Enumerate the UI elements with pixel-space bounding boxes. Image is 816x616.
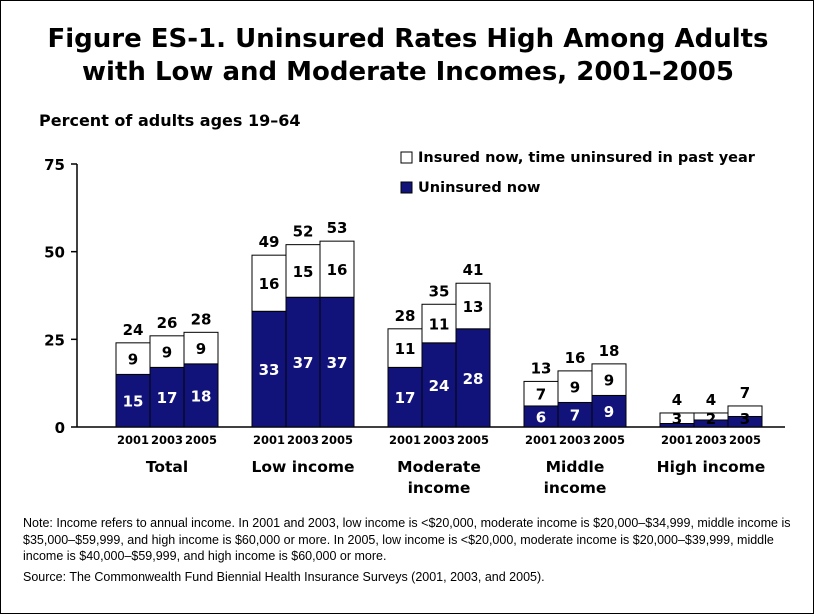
bar-uninsured bbox=[455, 328, 491, 428]
footnotes: Note: Income refers to annual income. In… bbox=[23, 515, 803, 585]
data-label-total: 24 bbox=[123, 321, 144, 339]
chart-title-line-1: Figure ES-1. Uninsured Rates High Among … bbox=[47, 24, 769, 54]
data-label-total: 18 bbox=[599, 342, 620, 360]
data-label-uninsured: 28 bbox=[463, 370, 484, 388]
bar-insured-past-year bbox=[319, 240, 355, 298]
data-label-total: 49 bbox=[259, 233, 280, 251]
data-label-insured: 9 bbox=[162, 344, 172, 362]
data-label-uninsured: 33 bbox=[259, 361, 280, 379]
x-tick-label-year: 2003 bbox=[287, 433, 319, 447]
data-label-insured: 9 bbox=[128, 351, 138, 369]
x-tick-label-year: 2005 bbox=[321, 433, 353, 447]
bar-uninsured bbox=[591, 394, 627, 428]
data-label-total: 35 bbox=[429, 282, 450, 300]
data-label-total: 41 bbox=[463, 261, 484, 279]
x-tick-label-year: 2001 bbox=[253, 433, 285, 447]
data-label-uninsured: 6 bbox=[536, 408, 546, 426]
data-label-total: 26 bbox=[157, 314, 178, 332]
data-label-insured: 7 bbox=[536, 386, 546, 404]
legend-label-uninsured: Uninsured now bbox=[418, 180, 540, 196]
x-tick-label-year: 2003 bbox=[559, 433, 591, 447]
data-label-total: 28 bbox=[395, 307, 416, 325]
bar-insured-past-year bbox=[557, 370, 593, 403]
y-tick-label: 0 bbox=[55, 419, 65, 437]
x-tick-label-year: 2003 bbox=[423, 433, 455, 447]
data-label-uninsured: 18 bbox=[191, 387, 212, 405]
x-category-label: income bbox=[408, 479, 471, 497]
data-label-total: 16 bbox=[565, 349, 586, 367]
legend-swatch-uninsured bbox=[400, 181, 413, 194]
bar-uninsured bbox=[421, 342, 457, 428]
x-category-label: income bbox=[544, 479, 607, 497]
data-label-uninsured: 37 bbox=[293, 354, 314, 372]
x-category-label: Middle bbox=[546, 458, 605, 476]
source-text: Source: The Commonwealth Fund Biennial H… bbox=[23, 569, 545, 584]
y-axis-label: Percent of adults ages 19–64 bbox=[39, 111, 301, 130]
data-label-uninsured: 15 bbox=[123, 393, 144, 411]
note-text: Note: Income refers to annual income. In… bbox=[23, 516, 791, 563]
data-label-insured: 15 bbox=[293, 263, 314, 281]
bar-insured-past-year bbox=[183, 331, 219, 365]
bar-uninsured bbox=[251, 310, 287, 428]
data-label-uninsured: 17 bbox=[157, 389, 178, 407]
data-label-uninsured: 17 bbox=[395, 389, 416, 407]
bar-insured-past-year bbox=[591, 363, 627, 396]
y-tick-label: 50 bbox=[44, 244, 65, 262]
x-tick-label-year: 2001 bbox=[389, 433, 421, 447]
x-category-label: Total bbox=[146, 458, 188, 476]
bar-uninsured bbox=[319, 296, 355, 428]
data-label-insured: 2 bbox=[706, 410, 716, 428]
x-tick-label-year: 2001 bbox=[525, 433, 557, 447]
bar-uninsured bbox=[183, 363, 219, 428]
x-category-label: Moderate bbox=[397, 458, 481, 476]
stacked-bar-chart: 0 25 50 75 Insured now, time uninsured in pa… bbox=[44, 150, 785, 497]
bar-uninsured bbox=[387, 366, 423, 428]
data-label-uninsured: 9 bbox=[604, 403, 614, 421]
data-label-insured: 16 bbox=[327, 261, 348, 279]
legend-swatch-insured bbox=[400, 151, 413, 164]
data-label-total: 13 bbox=[531, 359, 552, 377]
x-tick-label-year: 2005 bbox=[457, 433, 489, 447]
x-category-label: High income bbox=[657, 458, 766, 476]
x-tick-label-year: 2005 bbox=[185, 433, 217, 447]
bar-insured-past-year bbox=[421, 303, 457, 344]
bar-insured-past-year bbox=[455, 282, 491, 330]
chart-title-line-2: with Low and Moderate Incomes, 2001–2005 bbox=[82, 57, 734, 87]
data-label-insured: 9 bbox=[570, 379, 580, 397]
y-tick-label: 75 bbox=[44, 156, 65, 174]
x-tick-label-year: 2003 bbox=[695, 433, 727, 447]
chart-title: Figure ES-1. Uninsured Rates High Among … bbox=[1, 23, 815, 89]
data-label-total: 28 bbox=[191, 310, 212, 328]
bar-insured-past-year bbox=[387, 328, 423, 368]
data-label-insured: 11 bbox=[395, 340, 416, 358]
x-tick-label-year: 2001 bbox=[117, 433, 149, 447]
data-label-uninsured: 37 bbox=[327, 354, 348, 372]
data-label-insured: 13 bbox=[463, 298, 484, 316]
data-label-insured: 9 bbox=[196, 340, 206, 358]
bar-insured-past-year bbox=[727, 405, 763, 417]
data-label-uninsured: 24 bbox=[429, 377, 450, 395]
data-label-uninsured: 7 bbox=[570, 407, 580, 425]
data-label-total: 7 bbox=[740, 384, 750, 402]
y-tick-label: 25 bbox=[44, 331, 65, 349]
x-tick-label-year: 2005 bbox=[593, 433, 625, 447]
x-category-label: Low income bbox=[251, 458, 354, 476]
data-label-total: 4 bbox=[672, 391, 682, 409]
data-label-insured: 16 bbox=[259, 275, 280, 293]
x-tick-label-year: 2001 bbox=[661, 433, 693, 447]
data-label-insured: 3 bbox=[740, 410, 750, 428]
x-tick-label-year: 2003 bbox=[151, 433, 183, 447]
data-label-insured: 3 bbox=[672, 410, 682, 428]
x-tick-label-year: 2005 bbox=[729, 433, 761, 447]
legend-label-insured: Insured now, time uninsured in past year bbox=[418, 150, 756, 166]
data-label-total: 52 bbox=[293, 223, 314, 241]
data-label-insured: 11 bbox=[429, 316, 450, 334]
data-label-total: 53 bbox=[327, 219, 348, 237]
data-label-total: 4 bbox=[706, 391, 716, 409]
data-label-insured: 9 bbox=[604, 372, 614, 390]
